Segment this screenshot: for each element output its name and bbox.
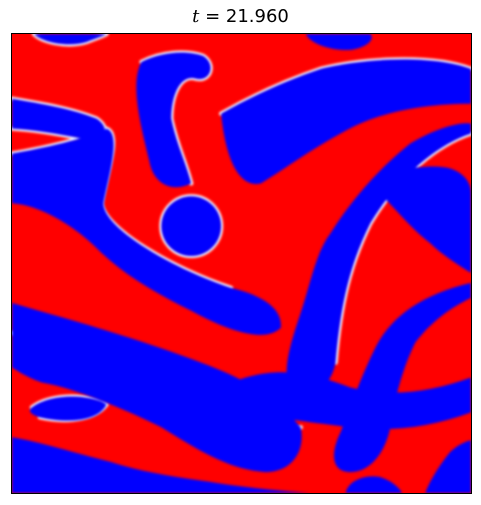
plot-title: t = 21.960: [0, 6, 481, 27]
phase-field-plot: [11, 33, 472, 494]
time-symbol: t: [192, 6, 200, 27]
phase-field-image: [12, 34, 471, 493]
blue-phase-domains: [12, 34, 471, 493]
title-equals: =: [199, 6, 226, 27]
time-value: 21.960: [225, 6, 289, 27]
